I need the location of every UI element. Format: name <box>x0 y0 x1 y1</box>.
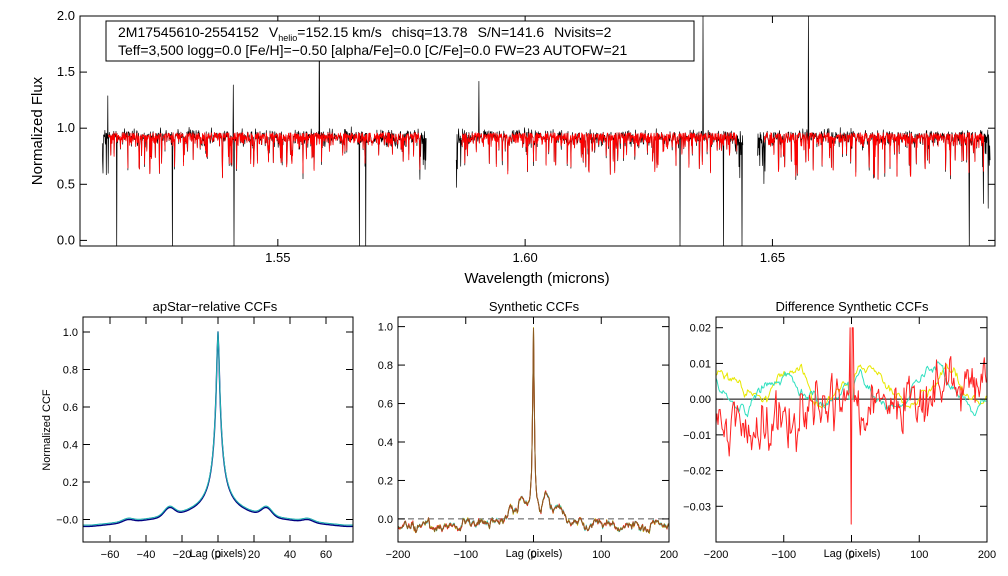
synthetic-ccf-panel: Synthetic CCFs −200 −100 0 100 200 0.0 0.2 0.4 0… <box>378 299 678 561</box>
spectrum-frame <box>79 15 996 247</box>
info-box: 2M17545610-2554152 Vhelio=152.15 km/s chis… <box>105 20 695 62</box>
spectrum-xtick-label: 1.60 <box>512 250 537 265</box>
apstar-ccf-plot-area <box>83 331 353 528</box>
model-spectrum-line <box>763 132 985 180</box>
apstar-ccf-xtick-label: −40 <box>137 549 156 561</box>
synthetic-ccf-xtick-label: −200 <box>386 549 411 561</box>
difference-ccf-xlabel: Lag (pixels) <box>824 548 881 560</box>
apstar-ccf-ytick-label: 0.8 <box>63 365 78 377</box>
spectrum-xtick-label: 1.55 <box>265 250 290 265</box>
apstar-ccf-panel: apStar−relative CCFs −60 −40 −20 0 20 40 60 −0.… <box>41 299 354 561</box>
info-line-1: 2M17545610-2554152 Vhelio=152.15 km/s chis… <box>118 24 612 43</box>
synthetic-ccf-ytick-label: 0.4 <box>378 437 393 449</box>
synthetic-ccf-title: Synthetic CCFs <box>489 299 580 314</box>
apstar-ccf-ytick-label: 0.6 <box>63 402 78 414</box>
info-nvisits: Nvisits=2 <box>554 24 611 40</box>
apstar-ccf-ytick-label: 0.4 <box>63 440 78 452</box>
info-vhelio-sub: helio <box>278 33 297 43</box>
difference-ccf-ytick-label: −0.03 <box>683 501 711 513</box>
synthetic-ccf-xtick-label: −100 <box>453 549 478 561</box>
synthetic-ccf-mean-line <box>398 327 669 533</box>
synthetic-ccf-ytick-label: 0.0 <box>378 514 393 526</box>
apstar-ccf-xtick-label: 40 <box>284 549 296 561</box>
difference-ccf-panel: Difference Synthetic CCFs −200 −100 0 100 20… <box>683 299 996 561</box>
apstar-ccf-lines <box>83 331 353 528</box>
info-chisq: chisq=13.78 <box>392 24 468 40</box>
difference-ccf-xtick-label: 0 <box>848 549 854 561</box>
spectrum-ticks: 1.55 1.60 1.65 0.0 0.5 1.0 1.5 2.0 <box>57 8 995 265</box>
difference-ccf-ytick-label: −0.01 <box>683 430 711 442</box>
difference-ccf-ytick-label: 0.01 <box>690 358 711 370</box>
info-vhelio-value: =152.15 km/s <box>297 24 381 40</box>
apstar-ccf-ticks: −60 −40 −20 0 20 40 60 −0.0 0.2 0.4 0.6 0.8 1.0 <box>56 317 353 561</box>
apstar-ccf-ylabel: Normalized CCF <box>41 389 53 471</box>
apstar-ccf-xtick-label: −20 <box>173 549 192 561</box>
synthetic-ccf-lines <box>398 327 669 534</box>
difference-ccf-title: Difference Synthetic CCFs <box>776 299 929 314</box>
synthetic-ccf-ytick-label: 0.6 <box>378 399 393 411</box>
apstar-ccf-ytick-label: 0.2 <box>63 477 78 489</box>
info-sn: S/N=141.6 <box>478 24 545 40</box>
apstar-ccf-xtick-label: 20 <box>248 549 260 561</box>
apstar-ccf-xtick-label: 60 <box>320 549 332 561</box>
difference-ccf-xtick-label: 100 <box>910 549 928 561</box>
difference-ccf-plot-area <box>716 327 987 525</box>
difference-ccf-combined-line <box>716 327 987 525</box>
difference-ccf-ytick-label: 0.02 <box>690 323 711 335</box>
spectrum-ytick-label: 1.5 <box>57 64 75 79</box>
apstar-ccf-ytick-label: 1.0 <box>63 327 78 339</box>
synthetic-ccf-xtick-label: 200 <box>660 549 678 561</box>
difference-ccf-xtick-label: −200 <box>704 549 729 561</box>
model-spectrum-line <box>107 132 421 179</box>
difference-ccf-ytick-label: 0.00 <box>690 394 711 406</box>
apstar-ccf-title: apStar−relative CCFs <box>153 299 278 314</box>
difference-ccf-lines <box>716 327 987 525</box>
apstar-ccf-ytick-label: −0.0 <box>56 515 78 527</box>
spectrum-ytick-label: 1.0 <box>57 120 75 135</box>
synthetic-ccf-xlabel: Lag (pixels) <box>506 548 563 560</box>
difference-ccf-ticks: −200 −100 0 100 200 −0.03 −0.02 −0.01 0.00 0.01 0.… <box>683 317 996 561</box>
apstar-ccf-visit-2-line <box>83 331 353 526</box>
spectrum-ytick-label: 0.5 <box>57 176 75 191</box>
synthetic-ccf-ticks: −200 −100 0 100 200 0.0 0.2 0.4 0.6 0.8 1.0 <box>378 317 678 561</box>
spectrum-plot-area <box>101 16 991 246</box>
info-box-frame <box>105 20 695 62</box>
spectrum-panel: 1.55 1.60 1.65 0.0 0.5 1.0 1.5 2.0 Wavelength (… <box>29 8 996 287</box>
apstar-ccf-xtick-label: −60 <box>101 549 120 561</box>
difference-ccf-visit-2-line <box>716 361 987 418</box>
spectrum-lines <box>101 16 991 246</box>
spectrum-ylabel: Normalized Flux <box>29 76 46 185</box>
apstar-ccf-visit-1-line <box>83 331 353 528</box>
difference-ccf-xtick-label: −100 <box>771 549 796 561</box>
spectrum-xlabel: Wavelength (microns) <box>464 270 609 287</box>
apstar-ccf-frame <box>82 316 354 543</box>
synthetic-ccf-ytick-label: 0.2 <box>378 475 393 487</box>
info-vhelio-label: V <box>269 24 279 40</box>
synthetic-ccf-ytick-label: 0.8 <box>378 360 393 372</box>
apstar-ccf-xlabel: Lag (pixels) <box>190 548 247 560</box>
difference-ccf-xtick-label: 200 <box>978 549 996 561</box>
apstar-ccf-xtick-label: 0 <box>215 549 221 561</box>
synthetic-ccf-ytick-label: 1.0 <box>378 322 393 334</box>
synthetic-ccf-xtick-label: 100 <box>592 549 610 561</box>
synthetic-ccf-xtick-label: 0 <box>530 549 536 561</box>
spectrum-ytick-label: 0.0 <box>57 232 75 247</box>
info-line-2: Teff=3,500 logg=0.0 [Fe/H]=−0.50 [alpha/… <box>118 42 627 58</box>
model-spectrum-line <box>461 132 738 175</box>
difference-ccf-ytick-label: −0.02 <box>683 466 711 478</box>
synthetic-ccf-plot-area <box>398 327 669 534</box>
spectrum-xtick-label: 1.65 <box>760 250 785 265</box>
spectrum-ytick-label: 2.0 <box>57 8 75 23</box>
info-star-id: 2M17545610-2554152 <box>118 24 259 40</box>
